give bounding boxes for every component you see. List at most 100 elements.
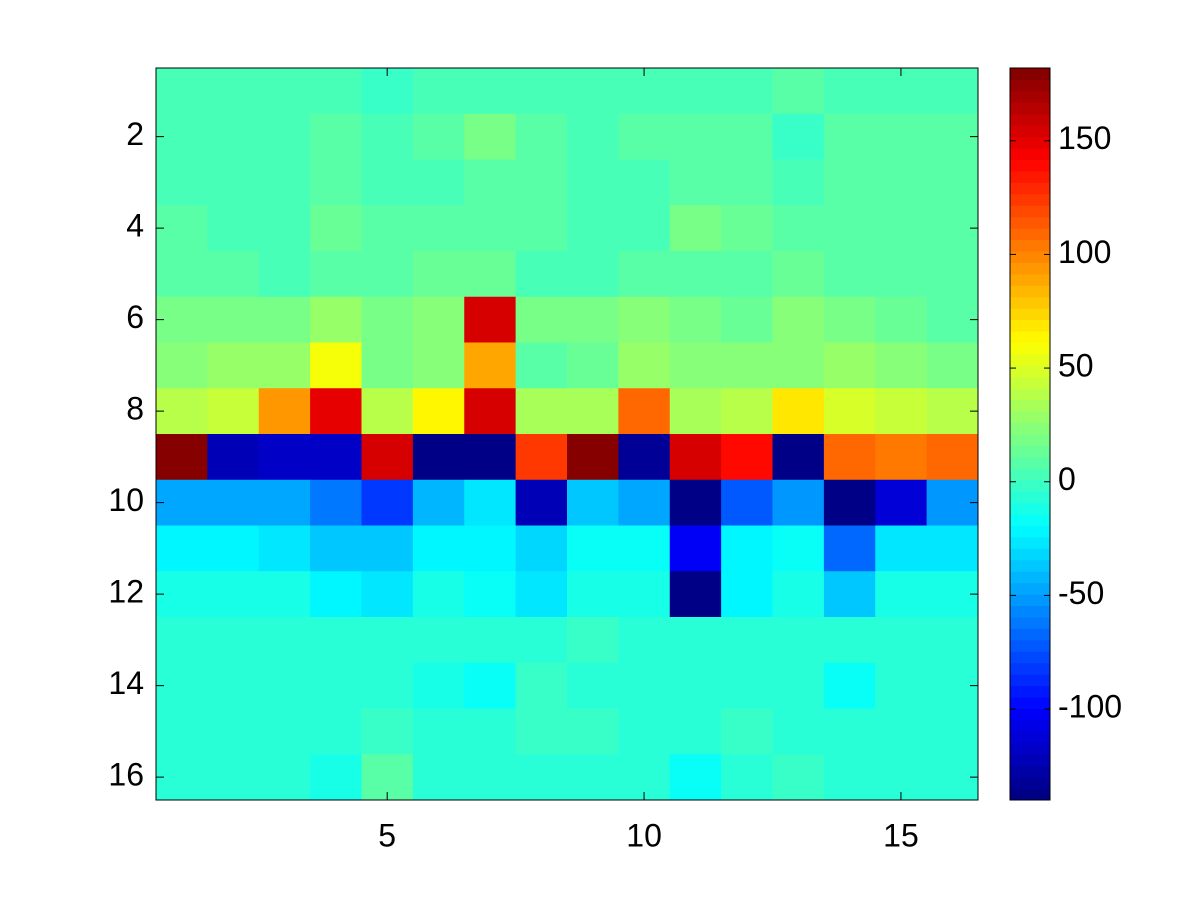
heat-cell xyxy=(823,617,876,664)
heat-cell xyxy=(567,342,619,389)
y-tick-label: 6 xyxy=(126,299,144,335)
heat-cell xyxy=(926,708,979,755)
colorbar-swatch xyxy=(1010,594,1050,607)
colorbar-swatch xyxy=(1010,365,1050,378)
heat-cell xyxy=(567,159,619,206)
heat-cell xyxy=(567,617,619,664)
heat-cell xyxy=(823,479,876,526)
heat-cell xyxy=(412,525,465,572)
colorbar-swatch xyxy=(1010,216,1050,229)
heat-cell xyxy=(669,205,722,252)
y-tick-label: 10 xyxy=(108,482,144,518)
heat-cell xyxy=(310,113,362,160)
colorbar-swatch xyxy=(1010,148,1050,160)
heat-cell xyxy=(464,708,517,755)
heat-cell xyxy=(412,113,465,160)
heat-cell xyxy=(567,571,619,618)
heat-cell xyxy=(875,525,928,572)
heat-cell xyxy=(310,159,362,206)
colorbar-swatch xyxy=(1010,445,1050,458)
heat-cell xyxy=(207,525,260,572)
heat-cell xyxy=(207,251,260,298)
heat-cell xyxy=(515,342,568,389)
heat-cell xyxy=(875,113,928,160)
heat-cell xyxy=(412,479,465,526)
heat-cell xyxy=(823,159,876,206)
colorbar-swatch xyxy=(1010,170,1050,183)
heat-cell xyxy=(156,754,208,801)
heat-cell xyxy=(875,434,928,481)
heat-cell xyxy=(464,617,517,664)
colorbar-swatch xyxy=(1010,193,1050,206)
heat-cell xyxy=(823,205,876,252)
heat-cell xyxy=(772,251,825,298)
colorbar-swatch xyxy=(1010,582,1050,595)
colorbar-swatch xyxy=(1010,639,1050,652)
colorbar-swatch xyxy=(1010,525,1050,538)
heat-cell xyxy=(669,479,722,526)
heat-cell xyxy=(926,296,979,343)
colorbar-swatch xyxy=(1010,228,1050,241)
heat-cell xyxy=(258,479,311,526)
heat-cell xyxy=(772,159,825,206)
heat-cell xyxy=(515,296,568,343)
heat-cell xyxy=(258,159,311,206)
heat-cell xyxy=(618,434,671,481)
y-tick-label: 4 xyxy=(126,208,144,244)
heat-cell xyxy=(258,662,311,709)
colorbar-tick-label: -100 xyxy=(1058,689,1122,725)
heat-cell xyxy=(618,205,671,252)
heat-cell xyxy=(207,708,260,755)
heat-cell xyxy=(669,388,722,435)
colorbar-swatch xyxy=(1010,411,1050,424)
heat-cell xyxy=(926,617,979,664)
heat-cell xyxy=(515,159,568,206)
heat-cell xyxy=(258,388,311,435)
heat-cell xyxy=(669,434,722,481)
heat-cell xyxy=(156,388,208,435)
heat-cell xyxy=(207,296,260,343)
heat-cell xyxy=(258,113,311,160)
heat-cell xyxy=(156,479,208,526)
axes-box xyxy=(155,67,979,801)
heat-cell xyxy=(361,296,414,343)
colorbar-swatch xyxy=(1010,788,1050,801)
heat-cell xyxy=(618,662,671,709)
heat-cell xyxy=(772,525,825,572)
heat-cell xyxy=(207,479,260,526)
heat-cell xyxy=(567,388,619,435)
heat-cell xyxy=(926,251,979,298)
heat-cell xyxy=(875,342,928,389)
heat-cell xyxy=(926,388,979,435)
heat-cell xyxy=(156,662,208,709)
heat-cell xyxy=(567,113,619,160)
heat-cell xyxy=(772,479,825,526)
heat-cell xyxy=(412,388,465,435)
heat-cell xyxy=(156,68,208,115)
colorbar-swatch xyxy=(1010,331,1050,343)
heat-cell xyxy=(310,342,362,389)
heat-cell xyxy=(258,205,311,252)
x-tick-label: 10 xyxy=(626,817,662,853)
heat-cell xyxy=(207,662,260,709)
colorbar-swatch xyxy=(1010,456,1050,469)
colorbar-swatch xyxy=(1010,605,1050,618)
heat-cell xyxy=(618,251,671,298)
colorbar-swatch xyxy=(1010,777,1050,790)
heat-cell xyxy=(618,342,671,389)
x-tick-label: 5 xyxy=(378,817,396,853)
heat-cell xyxy=(412,434,465,481)
heat-cell xyxy=(567,68,619,115)
heat-cell xyxy=(567,251,619,298)
heat-cell xyxy=(412,571,465,618)
heat-cell xyxy=(412,708,465,755)
heat-cell xyxy=(464,525,517,572)
heat-cell xyxy=(926,754,979,801)
heat-cell xyxy=(823,68,876,115)
heat-cell xyxy=(772,571,825,618)
y-tick-label: 2 xyxy=(126,116,144,152)
heat-cell xyxy=(361,708,414,755)
heat-cell xyxy=(361,251,414,298)
heat-cell xyxy=(515,113,568,160)
